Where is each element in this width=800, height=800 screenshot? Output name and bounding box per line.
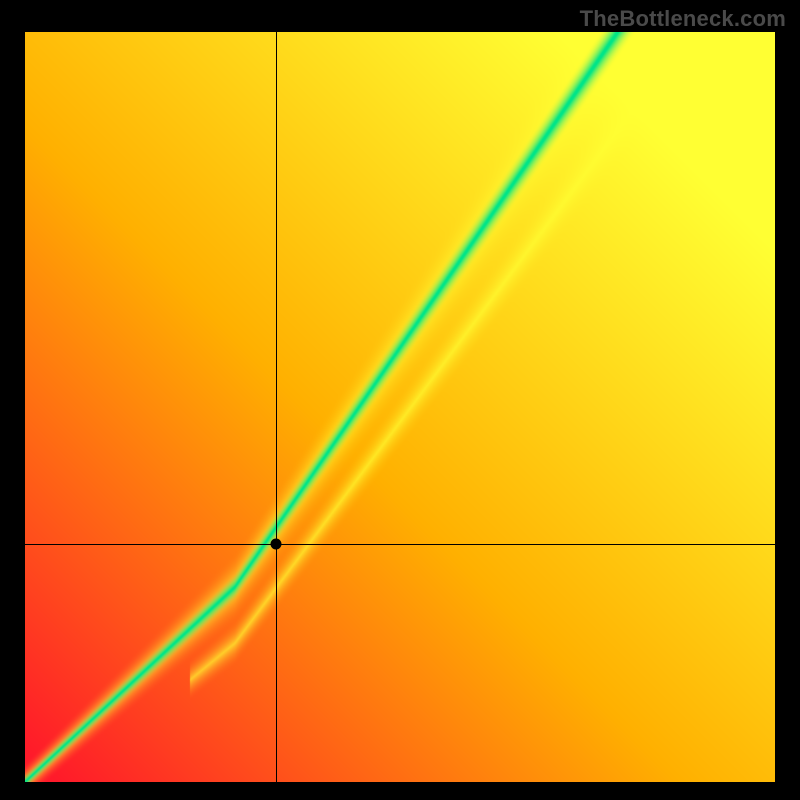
chart-container: TheBottleneck.com [0,0,800,800]
heatmap-canvas [25,32,775,782]
crosshair-vertical [276,32,277,782]
watermark-text: TheBottleneck.com [580,6,786,32]
heatmap-plot [25,32,775,782]
marker-dot [271,538,282,549]
crosshair-horizontal [25,544,775,545]
